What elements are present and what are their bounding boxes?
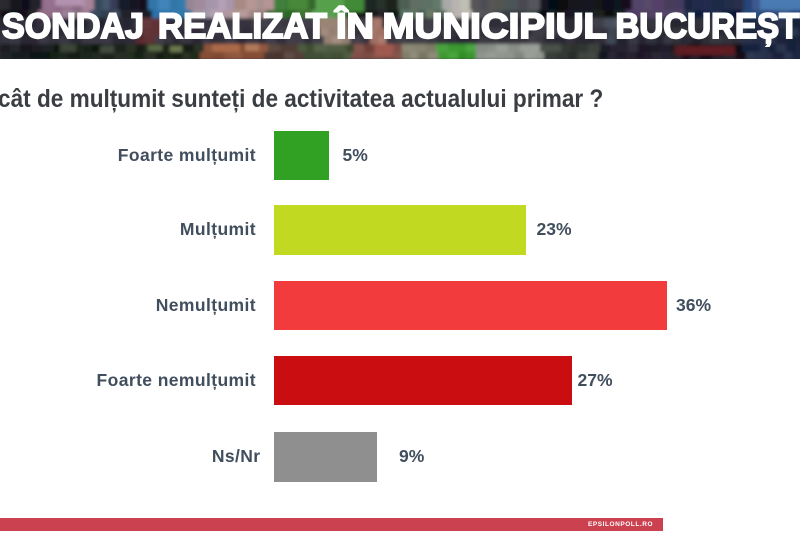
svg-text:REALIZAT: REALIZAT — [158, 7, 327, 46]
svg-text:MUNICIPIUL: MUNICIPIUL — [383, 7, 608, 46]
svg-text:BUCUREȘTI: BUCUREȘTI — [616, 7, 800, 46]
svg-text:SONDAJ: SONDAJ — [2, 7, 144, 46]
svg-text:ÎN: ÎN — [334, 6, 374, 46]
